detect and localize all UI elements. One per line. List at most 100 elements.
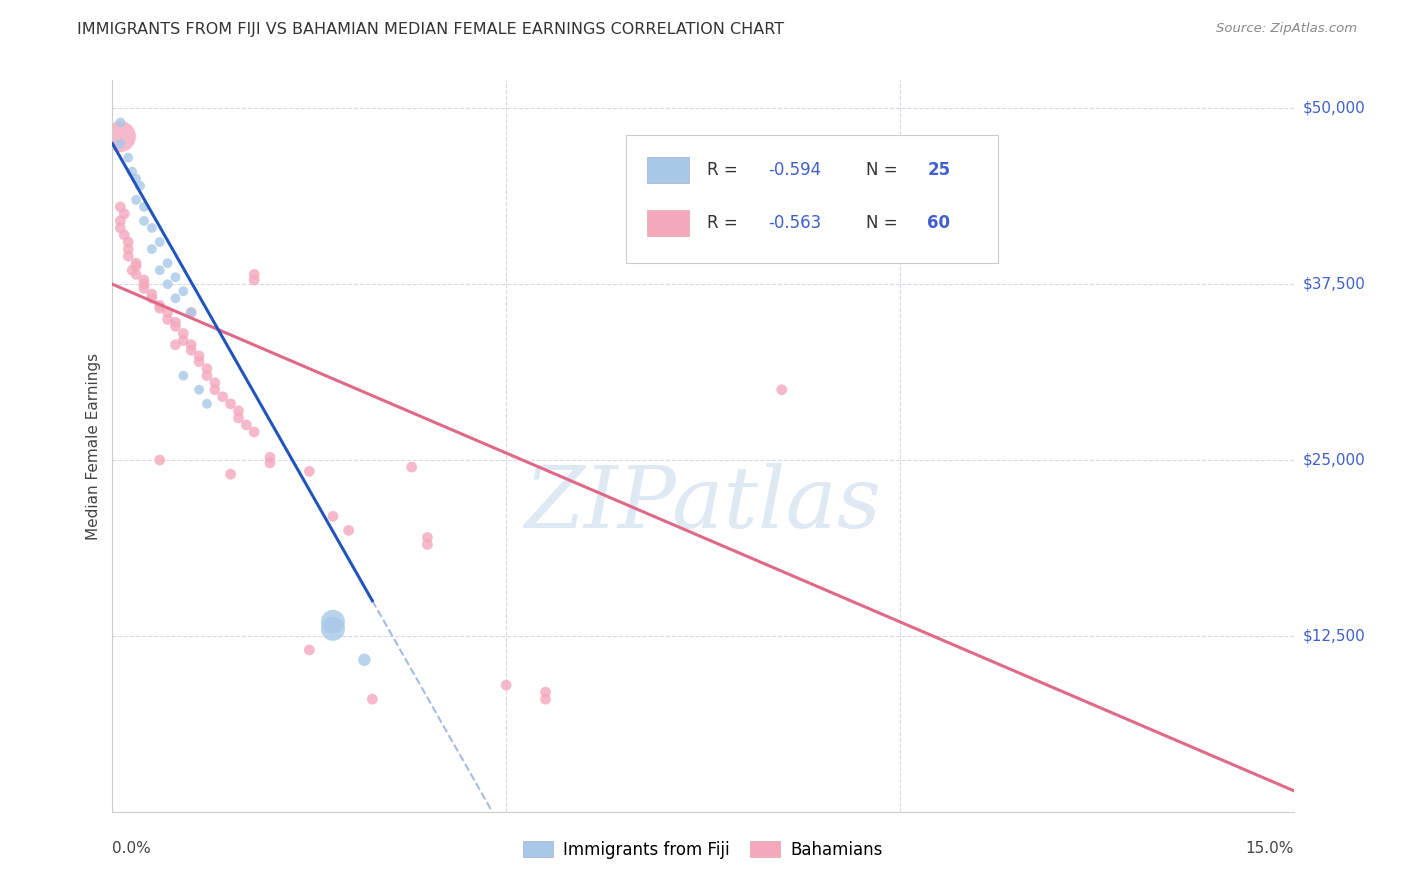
Point [195,368,218,383]
Point [534,692,557,706]
Point [117,242,139,256]
Point [141,242,163,256]
Text: 15.0%: 15.0% [1246,841,1294,856]
Legend: Immigrants from Fiji, Bahamians: Immigrants from Fiji, Bahamians [517,834,889,865]
Point [243,268,266,282]
Point [149,453,172,467]
Point [204,376,226,390]
Point [180,305,202,319]
Point [495,678,517,692]
Point [132,277,155,292]
Point [172,285,194,299]
Point [156,305,179,319]
Text: $37,500: $37,500 [1303,277,1365,292]
Point [141,287,163,301]
Point [149,263,172,277]
Text: R =: R = [707,161,742,179]
Point [235,417,257,432]
Point [117,249,139,263]
Point [165,270,187,285]
Point [125,171,148,186]
Point [149,298,172,312]
Point [112,227,135,242]
Text: R =: R = [707,214,742,232]
Point [110,200,132,214]
Point [156,277,179,292]
Point [180,337,202,351]
Point [110,136,132,151]
Point [165,291,187,305]
Point [110,115,132,129]
Point [165,319,187,334]
Point [534,685,557,699]
Point [337,524,360,538]
Text: $12,500: $12,500 [1303,628,1365,643]
Point [298,464,321,478]
Point [110,221,132,235]
Point [228,410,250,425]
Point [211,390,233,404]
Text: ZIPatlas: ZIPatlas [524,463,882,546]
Text: 25: 25 [928,161,950,179]
Point [243,425,266,439]
Text: 60: 60 [928,214,950,232]
Point [195,397,218,411]
Point [243,273,266,287]
Point [165,315,187,329]
Point [770,383,793,397]
FancyBboxPatch shape [626,136,998,263]
Point [149,301,172,315]
Text: $25,000: $25,000 [1303,452,1365,467]
Point [322,622,344,636]
Point [110,214,132,228]
Point [188,383,211,397]
Point [110,129,132,144]
Point [416,537,439,551]
Point [353,653,375,667]
Point [361,692,384,706]
Point [129,178,152,193]
Point [132,214,155,228]
Point [156,256,179,270]
Point [156,312,179,326]
Text: $50,000: $50,000 [1303,101,1365,116]
Point [172,368,194,383]
Point [180,305,202,319]
FancyBboxPatch shape [648,158,689,183]
Point [125,259,148,273]
Point [219,397,242,411]
Point [188,354,211,368]
Point [117,151,139,165]
Point [219,467,242,482]
Point [180,343,202,358]
FancyBboxPatch shape [648,211,689,235]
Point [322,615,344,629]
Point [132,281,155,295]
Point [172,334,194,348]
Point [401,460,423,475]
Point [259,456,281,470]
Point [121,263,143,277]
Point [165,337,187,351]
Point [149,235,172,249]
Point [112,207,135,221]
Point [141,221,163,235]
Point [141,291,163,305]
Y-axis label: Median Female Earnings: Median Female Earnings [86,352,101,540]
Text: 0.0%: 0.0% [112,841,152,856]
Point [172,326,194,341]
Point [322,509,344,524]
Point [228,404,250,418]
Point [117,235,139,249]
Text: -0.594: -0.594 [768,161,821,179]
Point [188,349,211,363]
Point [416,530,439,544]
Text: Source: ZipAtlas.com: Source: ZipAtlas.com [1216,22,1357,36]
Point [132,273,155,287]
Point [125,268,148,282]
Text: N =: N = [866,214,903,232]
Point [204,383,226,397]
Point [298,643,321,657]
Point [132,200,155,214]
Point [121,164,143,178]
